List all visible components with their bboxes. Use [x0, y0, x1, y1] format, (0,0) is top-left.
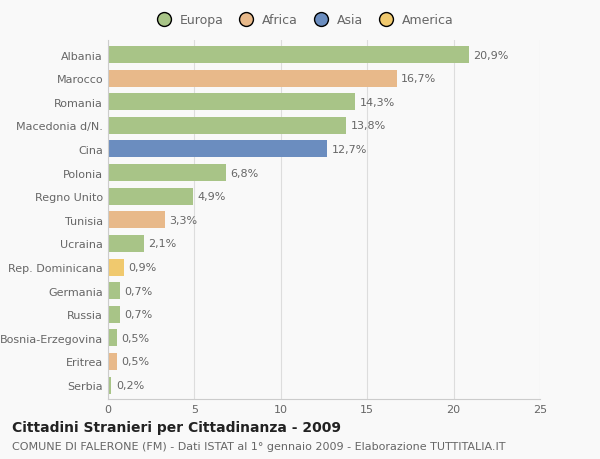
Bar — [108, 259, 124, 276]
Text: 3,3%: 3,3% — [169, 215, 197, 225]
Bar — [108, 71, 397, 88]
Text: 6,8%: 6,8% — [230, 168, 258, 178]
Bar — [108, 306, 120, 323]
Text: 20,9%: 20,9% — [473, 50, 509, 61]
Text: 0,2%: 0,2% — [116, 380, 144, 390]
Text: 16,7%: 16,7% — [401, 74, 436, 84]
Bar — [108, 165, 226, 182]
Bar — [108, 353, 116, 370]
Text: 0,5%: 0,5% — [121, 333, 149, 343]
Text: 4,9%: 4,9% — [197, 192, 226, 202]
Bar — [108, 282, 120, 299]
Bar — [108, 235, 144, 252]
Bar — [108, 47, 469, 64]
Text: 0,7%: 0,7% — [124, 286, 152, 296]
Text: 0,5%: 0,5% — [121, 357, 149, 367]
Text: COMUNE DI FALERONE (FM) - Dati ISTAT al 1° gennaio 2009 - Elaborazione TUTTITALI: COMUNE DI FALERONE (FM) - Dati ISTAT al … — [12, 441, 505, 451]
Bar — [108, 330, 116, 347]
Text: Cittadini Stranieri per Cittadinanza - 2009: Cittadini Stranieri per Cittadinanza - 2… — [12, 420, 341, 434]
Bar — [108, 377, 112, 394]
Bar — [108, 141, 328, 158]
Bar — [108, 188, 193, 205]
Legend: Europa, Africa, Asia, America: Europa, Africa, Asia, America — [149, 12, 456, 30]
Bar — [108, 118, 346, 134]
Bar — [108, 212, 165, 229]
Bar — [108, 94, 355, 111]
Text: 0,7%: 0,7% — [124, 309, 152, 319]
Text: 12,7%: 12,7% — [332, 145, 367, 155]
Text: 13,8%: 13,8% — [351, 121, 386, 131]
Text: 14,3%: 14,3% — [359, 98, 395, 107]
Text: 0,9%: 0,9% — [128, 263, 156, 273]
Text: 2,1%: 2,1% — [149, 239, 177, 249]
